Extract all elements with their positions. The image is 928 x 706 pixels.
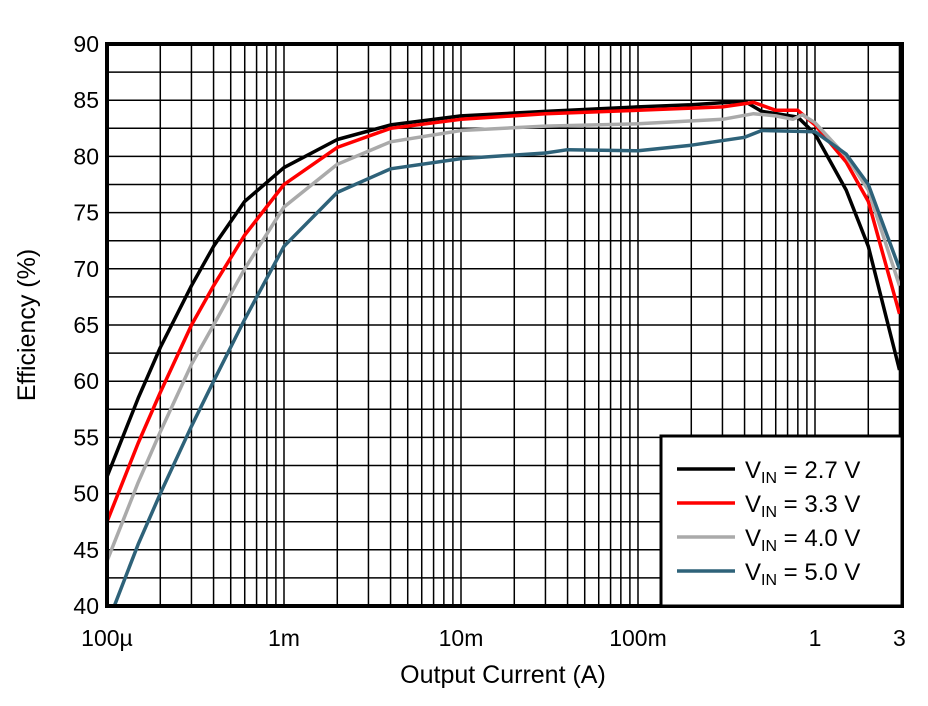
legend-entry: VIN = 5.0 V bbox=[745, 559, 860, 589]
y-tick-label: 85 bbox=[73, 87, 99, 113]
x-tick-label: 3 bbox=[893, 625, 906, 651]
y-tick-label: 80 bbox=[73, 143, 99, 169]
y-tick-label: 60 bbox=[73, 368, 99, 394]
y-tick-label: 50 bbox=[73, 481, 99, 507]
series-lines bbox=[107, 99, 902, 606]
y-tick-label: 75 bbox=[73, 200, 99, 226]
y-tick-labels: 40 45 50 55 60 65 70 75 80 85 90 bbox=[73, 31, 99, 619]
x-tick-label: 100µ bbox=[81, 625, 133, 651]
x-tick-label: 100m bbox=[609, 625, 667, 651]
y-tick-label: 40 bbox=[73, 593, 99, 619]
legend-entry: VIN = 3.3 V bbox=[745, 491, 860, 521]
series-line-3 bbox=[112, 128, 902, 606]
y-tick-label: 70 bbox=[73, 256, 99, 282]
series-line-2 bbox=[107, 111, 902, 562]
legend: VIN = 2.7 V VIN = 3.3 V VIN = 4.0 V VIN = 5… bbox=[659, 434, 904, 608]
x-tick-label: 1m bbox=[268, 625, 300, 651]
legend-box bbox=[659, 434, 904, 608]
y-tick-label: 45 bbox=[73, 537, 99, 563]
y-tick-label: 55 bbox=[73, 424, 99, 450]
y-tick-label: 65 bbox=[73, 312, 99, 338]
y-axis-label: Efficiency (%) bbox=[13, 249, 41, 401]
x-axis-label: Output Current (A) bbox=[400, 661, 606, 689]
series-line-0 bbox=[107, 99, 902, 478]
legend-entry: VIN = 2.7 V bbox=[745, 457, 860, 487]
x-tick-labels: 100µ 1m 10m 100m 1 3 bbox=[81, 625, 906, 651]
grid bbox=[106, 43, 902, 607]
plot-frame bbox=[105, 42, 904, 608]
x-tick-label: 1 bbox=[809, 625, 822, 651]
x-tick-label: 10m bbox=[439, 625, 484, 651]
y-tick-label: 90 bbox=[73, 31, 99, 57]
legend-entry: VIN = 4.0 V bbox=[745, 525, 860, 555]
